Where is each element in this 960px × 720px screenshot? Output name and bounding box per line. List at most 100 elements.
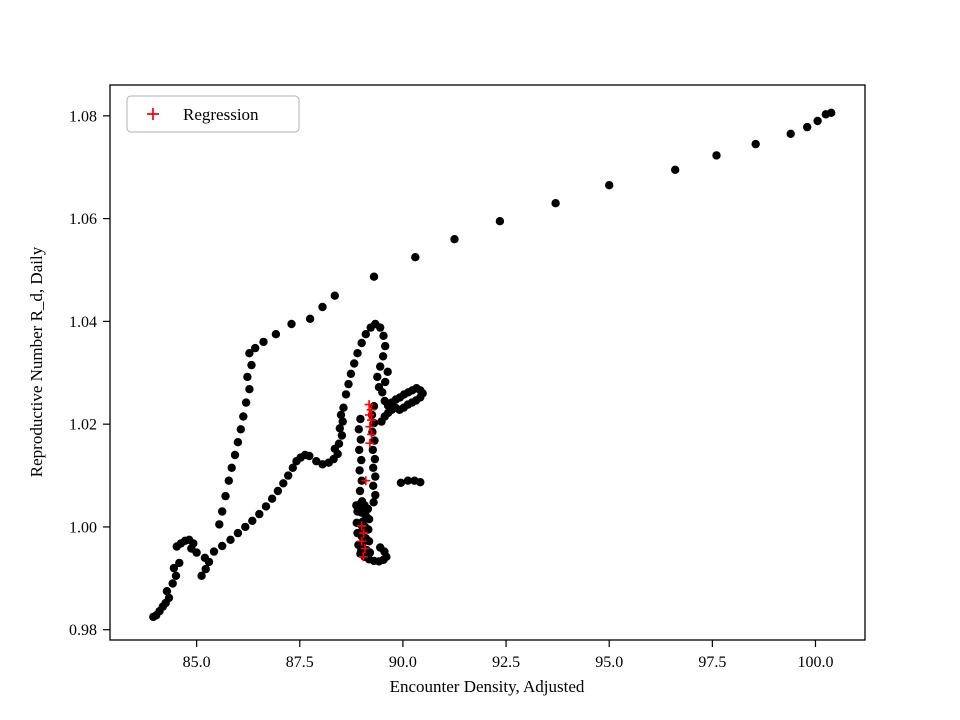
regression-plus-point: [367, 429, 377, 439]
scatter-point: [287, 319, 296, 329]
scatter-point: [712, 151, 721, 160]
scatter-point: [318, 302, 327, 312]
x-tick-label: 100.0: [797, 654, 833, 671]
scatter-point: [245, 385, 254, 394]
scatter-point: [356, 435, 365, 444]
regression-plus-point: [357, 521, 367, 531]
regression-plus-point: [361, 476, 371, 486]
scatter-point: [378, 388, 387, 397]
scatter-point: [381, 377, 390, 387]
scatter-point: [379, 331, 388, 340]
scatter-point: [803, 122, 812, 132]
scatter-point: [356, 414, 365, 424]
scatter-point: [251, 343, 260, 353]
scatter-point: [164, 593, 174, 603]
scatter-point: [261, 502, 271, 511]
scatter-point: [353, 349, 362, 358]
scatter-point: [551, 199, 560, 208]
scatter-point: [338, 417, 347, 426]
scatter-point: [224, 476, 233, 485]
scatter-point: [350, 359, 359, 368]
scatter-point: [200, 553, 210, 562]
scatter-point: [215, 520, 224, 529]
scatter-point: [312, 457, 321, 466]
scatter-point: [341, 390, 351, 399]
scatter-point: [236, 425, 245, 434]
legend-box: [126, 95, 300, 133]
scatter-point: [380, 396, 389, 406]
scatter-point: [373, 372, 382, 382]
x-axis-label: Encounter Density, Adjusted: [390, 677, 585, 696]
scatter-point: [226, 535, 235, 544]
x-tick-label: 85.0: [183, 654, 211, 671]
x-tick-label: 97.5: [698, 654, 726, 671]
x-tick-label: 92.5: [492, 654, 520, 671]
scatter-point: [354, 425, 363, 434]
scatter-point: [605, 181, 614, 190]
scatter-point: [271, 330, 281, 339]
scatter-point: [192, 548, 201, 557]
scatter-point: [230, 450, 240, 460]
scatter-point: [259, 337, 268, 347]
regression-plus-point: [357, 536, 367, 546]
y-tick-label: 1.00: [69, 519, 97, 536]
scatter-point: [273, 486, 283, 496]
scatter-point: [288, 463, 297, 472]
y-tick-label: 1.08: [69, 108, 97, 125]
y-axis-ticks: 0.98 1.00 1.02 1.04 1.06 1.08: [69, 108, 110, 639]
scatter-point: [175, 558, 184, 568]
scatter-point: [339, 403, 348, 412]
y-tick-label: 0.98: [69, 622, 97, 639]
scatter-point: [168, 579, 177, 588]
scatter-point: [171, 571, 181, 580]
scatter-point: [369, 498, 378, 507]
legend-label-regression: Regression: [183, 105, 259, 124]
scatter-point: [169, 563, 179, 573]
scatter-point: [396, 478, 406, 487]
regression-plus-point: [367, 415, 377, 425]
scatter-point: [355, 445, 364, 455]
scatter-point: [248, 516, 257, 525]
scatter-point: [357, 338, 366, 348]
scatter-point: [376, 543, 385, 552]
scatter-point: [330, 291, 339, 300]
scatter-point: [671, 165, 680, 174]
scatter-point: [369, 272, 379, 281]
regression-plus-point: [358, 552, 368, 562]
scatter-point: [279, 479, 288, 488]
scatter-point: [209, 547, 219, 556]
regression-plus-point: [365, 410, 374, 420]
scatter-point: [247, 360, 256, 370]
scatter-point: [255, 509, 264, 519]
scatter-point: [344, 379, 353, 389]
scatter-point: [227, 463, 236, 472]
x-tick-label: 90.0: [389, 654, 417, 671]
scatter-point: [241, 522, 250, 532]
scatter-point: [218, 507, 227, 516]
scatter-point: [346, 369, 356, 378]
y-tick-label: 1.02: [69, 417, 97, 434]
scatter-point: [245, 349, 254, 358]
scatter-point: [368, 445, 377, 455]
regression-plus-point: [365, 422, 375, 432]
regression-plus-point: [364, 400, 374, 410]
legend: Regression: [126, 95, 300, 133]
scatter-point: [364, 515, 374, 524]
scatter-point: [336, 410, 346, 420]
scatter-point: [827, 108, 836, 118]
scatter-point: [233, 438, 243, 447]
scatter-point: [243, 372, 252, 382]
scatter-point: [218, 541, 227, 551]
scatter-point: [370, 454, 380, 464]
scatter-point: [355, 466, 364, 475]
scatter-point: [751, 139, 760, 149]
y-axis-label: Reproductive Number R_d, Daily: [27, 246, 46, 477]
scatter-point: [786, 129, 795, 138]
regression-plus-point: [365, 438, 375, 448]
scatter-point: [239, 412, 248, 421]
scatter-point: [241, 398, 251, 407]
scatter-point: [381, 341, 390, 351]
scatter-point: [411, 253, 420, 262]
regression-plus-point: [359, 528, 369, 538]
